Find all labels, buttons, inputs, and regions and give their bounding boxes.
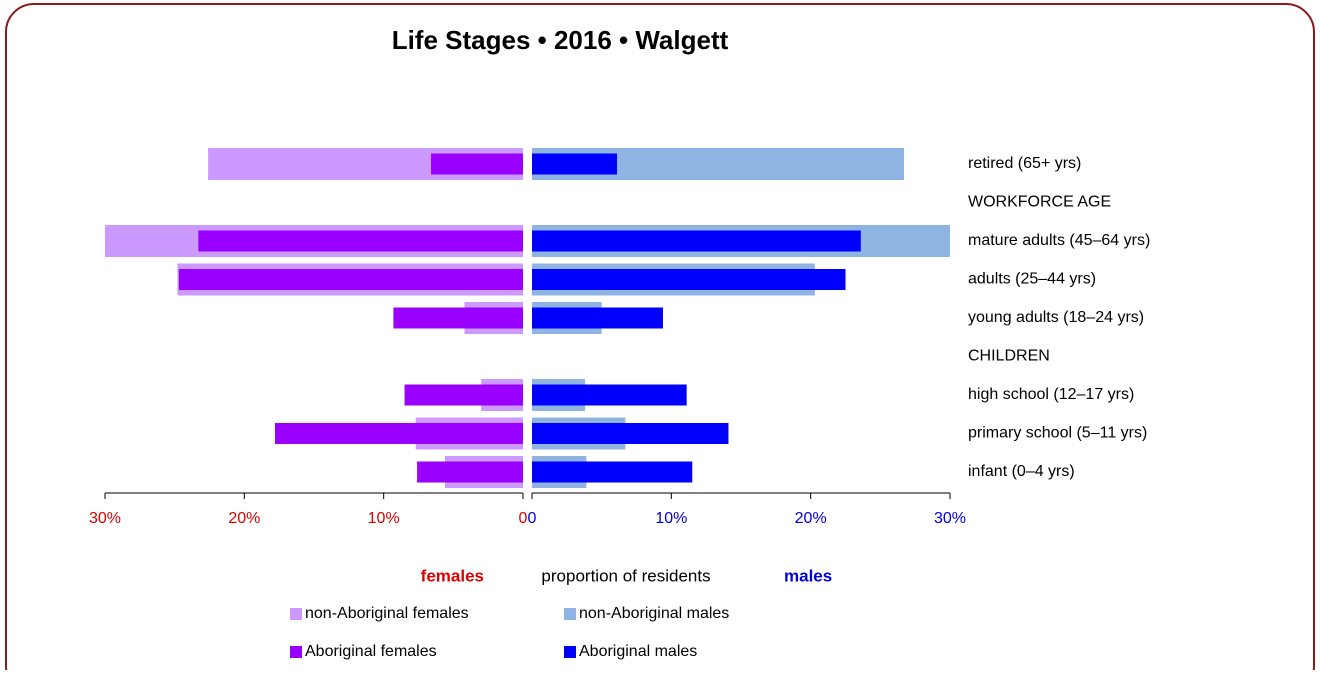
x-tick-label: 10%: [368, 510, 400, 527]
bar: [532, 269, 846, 290]
bar: [532, 461, 693, 483]
bar: [532, 230, 861, 252]
category-label: infant (0–4 yrs): [968, 463, 1075, 480]
legend-swatch: [290, 646, 302, 658]
category-label: primary school (5–11 yrs): [968, 425, 1147, 442]
category-label: high school (12–17 yrs): [968, 386, 1134, 403]
legend-label: Aboriginal males: [579, 643, 697, 660]
x-tick-label: 20%: [228, 510, 260, 527]
x-tick-label: 0: [528, 510, 537, 527]
bar: [532, 307, 663, 329]
bar: [393, 307, 523, 329]
x-tick-label: 10%: [655, 510, 687, 527]
category-label: adults (25–44 yrs): [968, 271, 1096, 288]
bar: [274, 423, 523, 444]
x-tick-label: 30%: [89, 510, 121, 527]
legend-label: non-Aboriginal females: [305, 605, 469, 622]
bar: [532, 423, 729, 444]
x-tick-label: 30%: [934, 510, 966, 527]
bar: [532, 153, 617, 175]
bar: [198, 230, 523, 252]
category-label: CHILDREN: [968, 348, 1050, 365]
females-label: females: [421, 566, 484, 585]
x-tick-label: 20%: [795, 510, 827, 527]
legend-label: non-Aboriginal males: [579, 605, 729, 622]
legend-swatch: [564, 646, 576, 658]
legend-swatch: [564, 608, 576, 620]
legend-label: Aboriginal females: [305, 643, 437, 660]
category-label: retired (65+ yrs): [968, 155, 1081, 172]
x-tick-label: 0: [519, 510, 528, 527]
chart-title: Life Stages • 2016 • Walgett: [392, 25, 729, 55]
bar: [431, 153, 523, 175]
frame: [5, 3, 1315, 675]
bar: [532, 384, 687, 406]
category-label: mature adults (45–64 yrs): [968, 232, 1150, 249]
bar: [417, 461, 523, 483]
legend-swatch: [290, 608, 302, 620]
category-label: WORKFORCE AGE: [968, 194, 1111, 211]
males-label: males: [784, 566, 832, 585]
x-axis-label: proportion of residents: [541, 566, 710, 585]
category-label: young adults (18–24 yrs): [968, 309, 1144, 326]
bar: [404, 384, 523, 406]
bar: [178, 269, 523, 290]
